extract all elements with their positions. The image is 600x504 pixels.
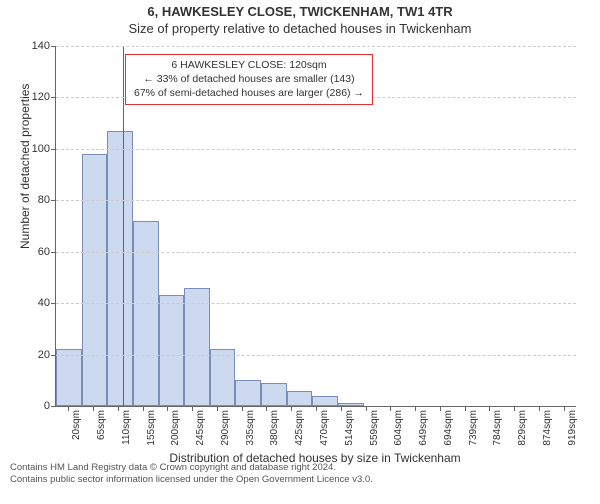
xtick-label: 380sqm [269, 410, 280, 446]
ytick-label: 60 [38, 246, 50, 258]
bar [107, 131, 133, 406]
xtick-mark [217, 406, 218, 411]
xtick-mark [415, 406, 416, 411]
xtick-mark [440, 406, 441, 411]
info-box: 6 HAWKESLEY CLOSE: 120sqm ← 33% of detac… [125, 54, 373, 105]
xtick-mark [514, 406, 515, 411]
bar [56, 349, 82, 406]
ytick-mark [51, 149, 56, 150]
bar [210, 349, 236, 406]
ytick-label: 100 [32, 143, 50, 155]
xtick-mark [266, 406, 267, 411]
bar [312, 396, 338, 406]
grid-line [56, 303, 576, 304]
xtick-label: 110sqm [121, 410, 132, 445]
xtick-mark [390, 406, 391, 411]
xtick-label: 20sqm [71, 410, 82, 440]
ytick-mark [51, 46, 56, 47]
ytick-mark [51, 97, 56, 98]
xtick-label: 784sqm [492, 410, 503, 446]
xtick-mark [68, 406, 69, 411]
bar [82, 154, 108, 406]
xtick-label: 65sqm [96, 410, 107, 440]
ytick-mark [51, 355, 56, 356]
ytick-mark [51, 406, 56, 407]
xtick-mark [489, 406, 490, 411]
ytick-label: 140 [32, 40, 50, 52]
ytick-label: 80 [38, 194, 50, 206]
xtick-label: 470sqm [319, 410, 330, 446]
xtick-mark [539, 406, 540, 411]
bar [261, 383, 287, 406]
xtick-label: 559sqm [369, 410, 380, 446]
xtick-mark [564, 406, 565, 411]
chart-container: Number of detached properties 0 20 40 60 80 1… [0, 36, 600, 456]
xtick-label: 874sqm [542, 410, 553, 446]
xtick-mark [167, 406, 168, 411]
xtick-label: 739sqm [468, 410, 479, 446]
xtick-label: 245sqm [195, 410, 206, 446]
info-line-2: ← 33% of detached houses are smaller (14… [134, 72, 364, 86]
ytick-label: 40 [38, 297, 50, 309]
xtick-mark [143, 406, 144, 411]
footer-line-2: Contains public sector information licen… [10, 474, 590, 486]
xtick-mark [316, 406, 317, 411]
footer: Contains HM Land Registry data © Crown c… [10, 462, 590, 487]
xtick-mark [465, 406, 466, 411]
xtick-label: 200sqm [170, 410, 181, 446]
xtick-mark [192, 406, 193, 411]
xtick-mark [118, 406, 119, 411]
xtick-label: 694sqm [443, 410, 454, 446]
xtick-label: 919sqm [567, 410, 578, 446]
page-title: 6, HAWKESLEY CLOSE, TWICKENHAM, TW1 4TR [0, 4, 600, 19]
bar [133, 221, 159, 406]
xtick-label: 514sqm [344, 410, 355, 446]
info-line-1: 6 HAWKESLEY CLOSE: 120sqm [134, 58, 364, 72]
grid-line [56, 252, 576, 253]
bar [287, 391, 313, 406]
bar [184, 288, 210, 406]
xtick-label: 829sqm [517, 410, 528, 446]
xtick-mark [341, 406, 342, 411]
grid-line [56, 355, 576, 356]
xtick-label: 425sqm [294, 410, 305, 446]
x-axis-label: Distribution of detached houses by size … [55, 451, 575, 465]
ytick-mark [51, 200, 56, 201]
ytick-label: 20 [38, 349, 50, 361]
page-subtitle: Size of property relative to detached ho… [0, 21, 600, 36]
xtick-mark [291, 406, 292, 411]
grid-line [56, 46, 576, 47]
xtick-label: 335sqm [245, 410, 256, 446]
ytick-label: 0 [44, 400, 50, 412]
info-line-3: 67% of semi-detached houses are larger (… [134, 86, 364, 100]
xtick-mark [242, 406, 243, 411]
y-axis-label: Number of detached properties [18, 84, 32, 249]
ytick-mark [51, 303, 56, 304]
xtick-mark [366, 406, 367, 411]
xtick-label: 604sqm [393, 410, 404, 446]
xtick-mark [93, 406, 94, 411]
grid-line [56, 149, 576, 150]
ytick-label: 120 [32, 91, 50, 103]
xtick-label: 290sqm [220, 410, 231, 446]
xtick-label: 155sqm [146, 410, 157, 446]
ytick-mark [51, 252, 56, 253]
bar [159, 295, 185, 406]
bar [235, 380, 261, 406]
xtick-label: 649sqm [418, 410, 429, 446]
grid-line [56, 200, 576, 201]
